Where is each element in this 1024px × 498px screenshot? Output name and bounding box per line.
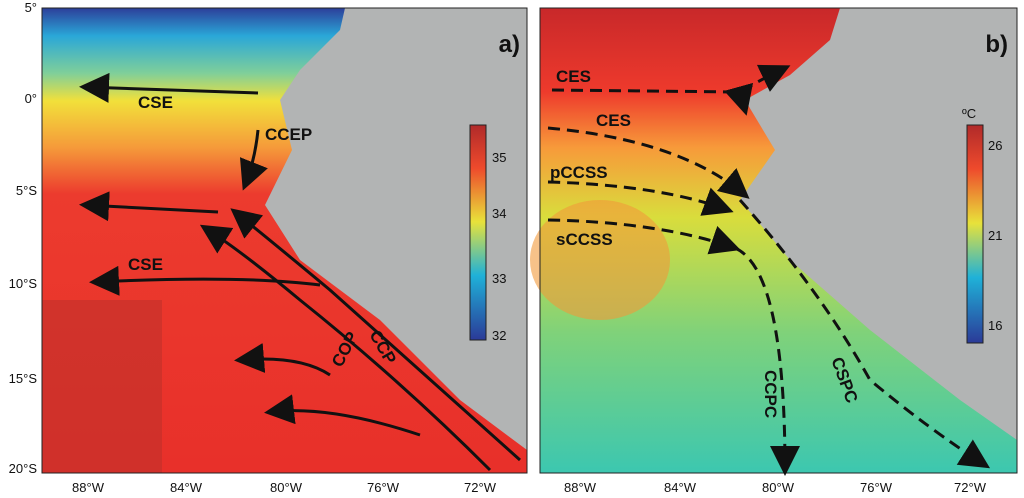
current-label: CSE [128,255,163,274]
current-label: CSE [138,93,173,112]
currents [79,72,522,472]
colorbar-tick: 26 [988,138,1002,153]
colorbar-tick: 16 [988,318,1002,333]
land [740,8,1017,440]
lon-label: 76°W [860,480,893,495]
lat-label: 10°S [9,276,38,291]
lat-label: 15°S [9,371,38,386]
lon-label: 84°W [664,480,697,495]
frame [41,7,528,474]
land [265,8,527,450]
colorbar [469,124,487,341]
lon-label: 76°W [367,480,400,495]
colorbar-unit: ºC [962,106,976,121]
lat-label: 5°S [16,183,37,198]
lon-label: 80°W [762,480,795,495]
panel-label: a) [499,31,520,58]
lon-label: 88°W [72,480,105,495]
colorbar [966,124,984,344]
lon-label: 88°W [564,480,597,495]
lat-label: 20°S [9,461,38,476]
colorbar-tick: 34 [492,206,506,221]
lon-label: 80°W [270,480,303,495]
lon-label: 72°W [464,480,497,495]
colorbar-tick: 35 [492,150,506,165]
lat-label: 0° [25,91,37,106]
lon-label: 84°W [170,480,203,495]
panel-label: b) [985,31,1008,58]
current-label: CES [596,111,631,130]
current-label: pCCSS [550,163,608,182]
colorbar-tick: 33 [492,271,506,286]
lon-label: 72°W [954,480,987,495]
lat-label: 5° [25,0,37,15]
current-label: CCEP [265,125,312,144]
current-label: CCPC [761,370,780,418]
field-patch [530,200,670,320]
colorbar-tick: 21 [988,228,1002,243]
colorbar-tick: 32 [492,328,506,343]
field-patch [42,300,162,473]
current-label: CES [556,67,591,86]
current-label: sCCSS [556,230,613,249]
currents [547,64,991,476]
